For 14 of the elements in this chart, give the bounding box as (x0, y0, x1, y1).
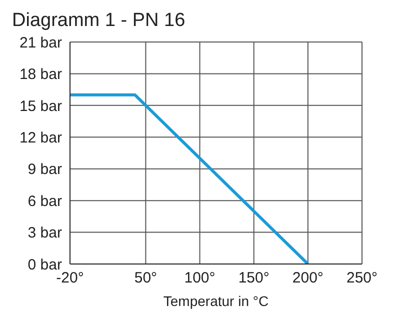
y-tick-label: 9 bar (28, 161, 62, 178)
x-tick-label: 150° (238, 270, 270, 287)
x-axis-title: Temperatur in °C (163, 293, 269, 309)
y-tick-label: 15 bar (19, 98, 62, 115)
y-tick-label: 6 bar (28, 192, 62, 210)
y-tick-label: 18 bar (19, 66, 62, 84)
y-tick-label: 12 bar (19, 129, 62, 146)
y-tick-label: 21 bar (19, 34, 62, 52)
chart-title: Diagramm 1 - PN 16 (11, 9, 186, 33)
x-tick-label: 100° (184, 270, 216, 287)
x-tick-label: 250° (346, 270, 378, 287)
x-tick-label: 50° (134, 270, 158, 287)
y-tick-label: 3 bar (28, 224, 62, 242)
x-tick-label: 200° (292, 270, 324, 287)
